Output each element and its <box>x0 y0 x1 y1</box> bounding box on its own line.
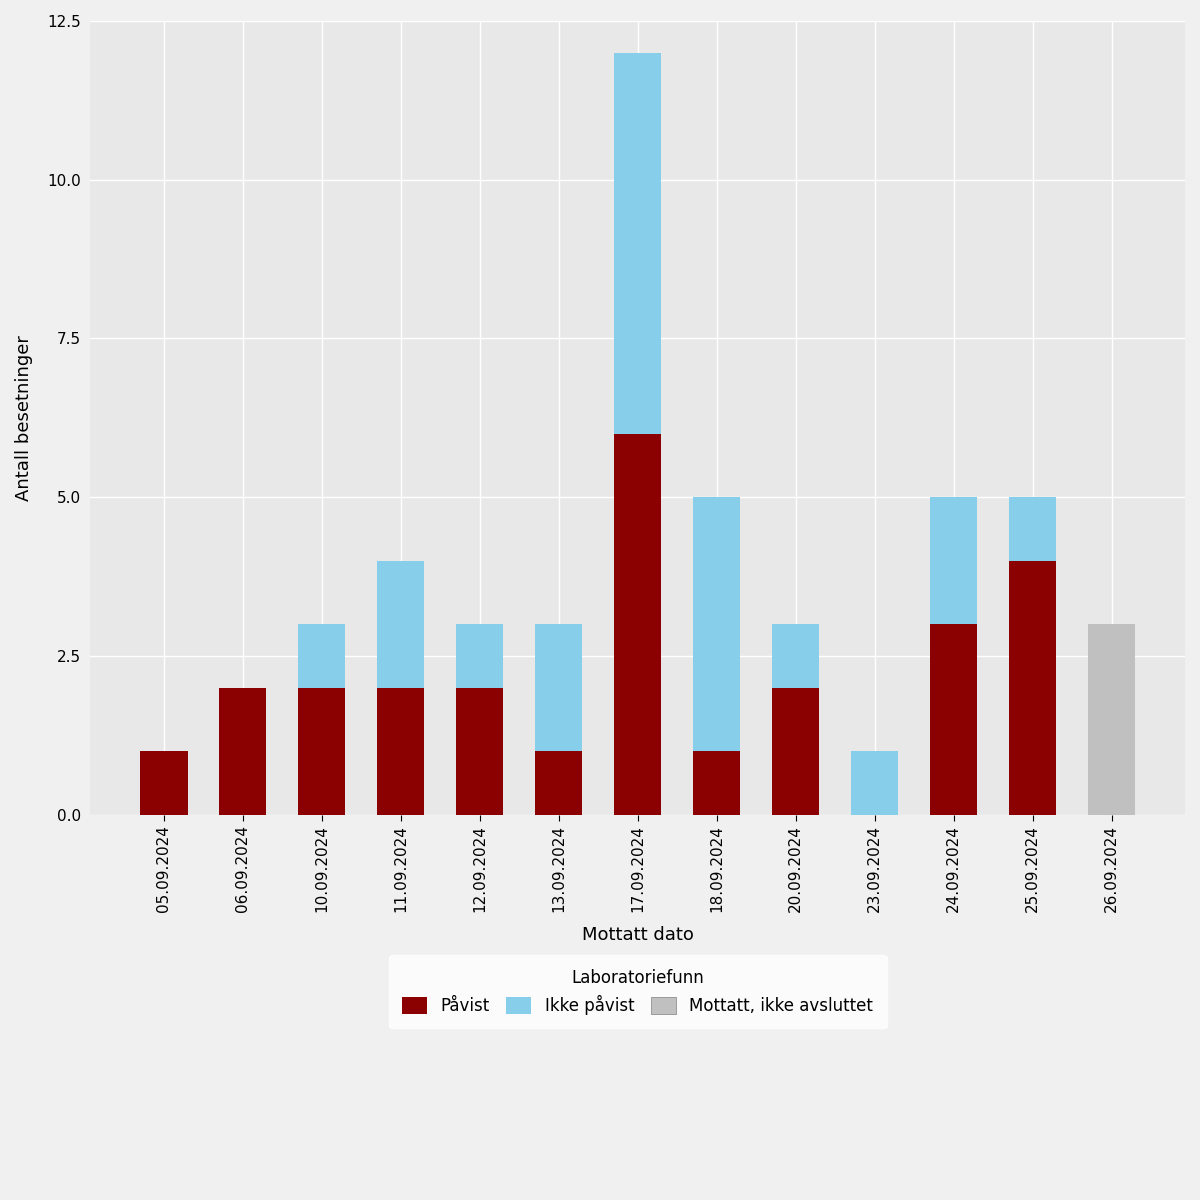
Bar <box>140 751 187 815</box>
Bar <box>535 751 582 815</box>
Bar <box>1009 560 1056 815</box>
Bar <box>377 560 425 688</box>
Bar <box>930 624 977 815</box>
Bar <box>298 688 346 815</box>
Bar <box>377 688 425 815</box>
Bar <box>614 53 661 433</box>
Legend: Påvist, Ikke påvist, Mottatt, ikke avsluttet: Påvist, Ikke påvist, Mottatt, ikke avslu… <box>389 955 887 1028</box>
X-axis label: Mottatt dato: Mottatt dato <box>582 926 694 944</box>
Bar <box>692 497 740 751</box>
Bar <box>772 688 820 815</box>
Bar <box>772 624 820 688</box>
Bar <box>456 688 504 815</box>
Bar <box>692 751 740 815</box>
Y-axis label: Antall besetninger: Antall besetninger <box>14 335 34 500</box>
Bar <box>930 497 977 624</box>
Bar <box>220 688 266 815</box>
Bar <box>456 624 504 688</box>
Bar <box>614 433 661 815</box>
Bar <box>1088 624 1135 815</box>
Bar <box>851 751 899 815</box>
Bar <box>1009 497 1056 560</box>
Bar <box>535 624 582 751</box>
Bar <box>298 624 346 688</box>
